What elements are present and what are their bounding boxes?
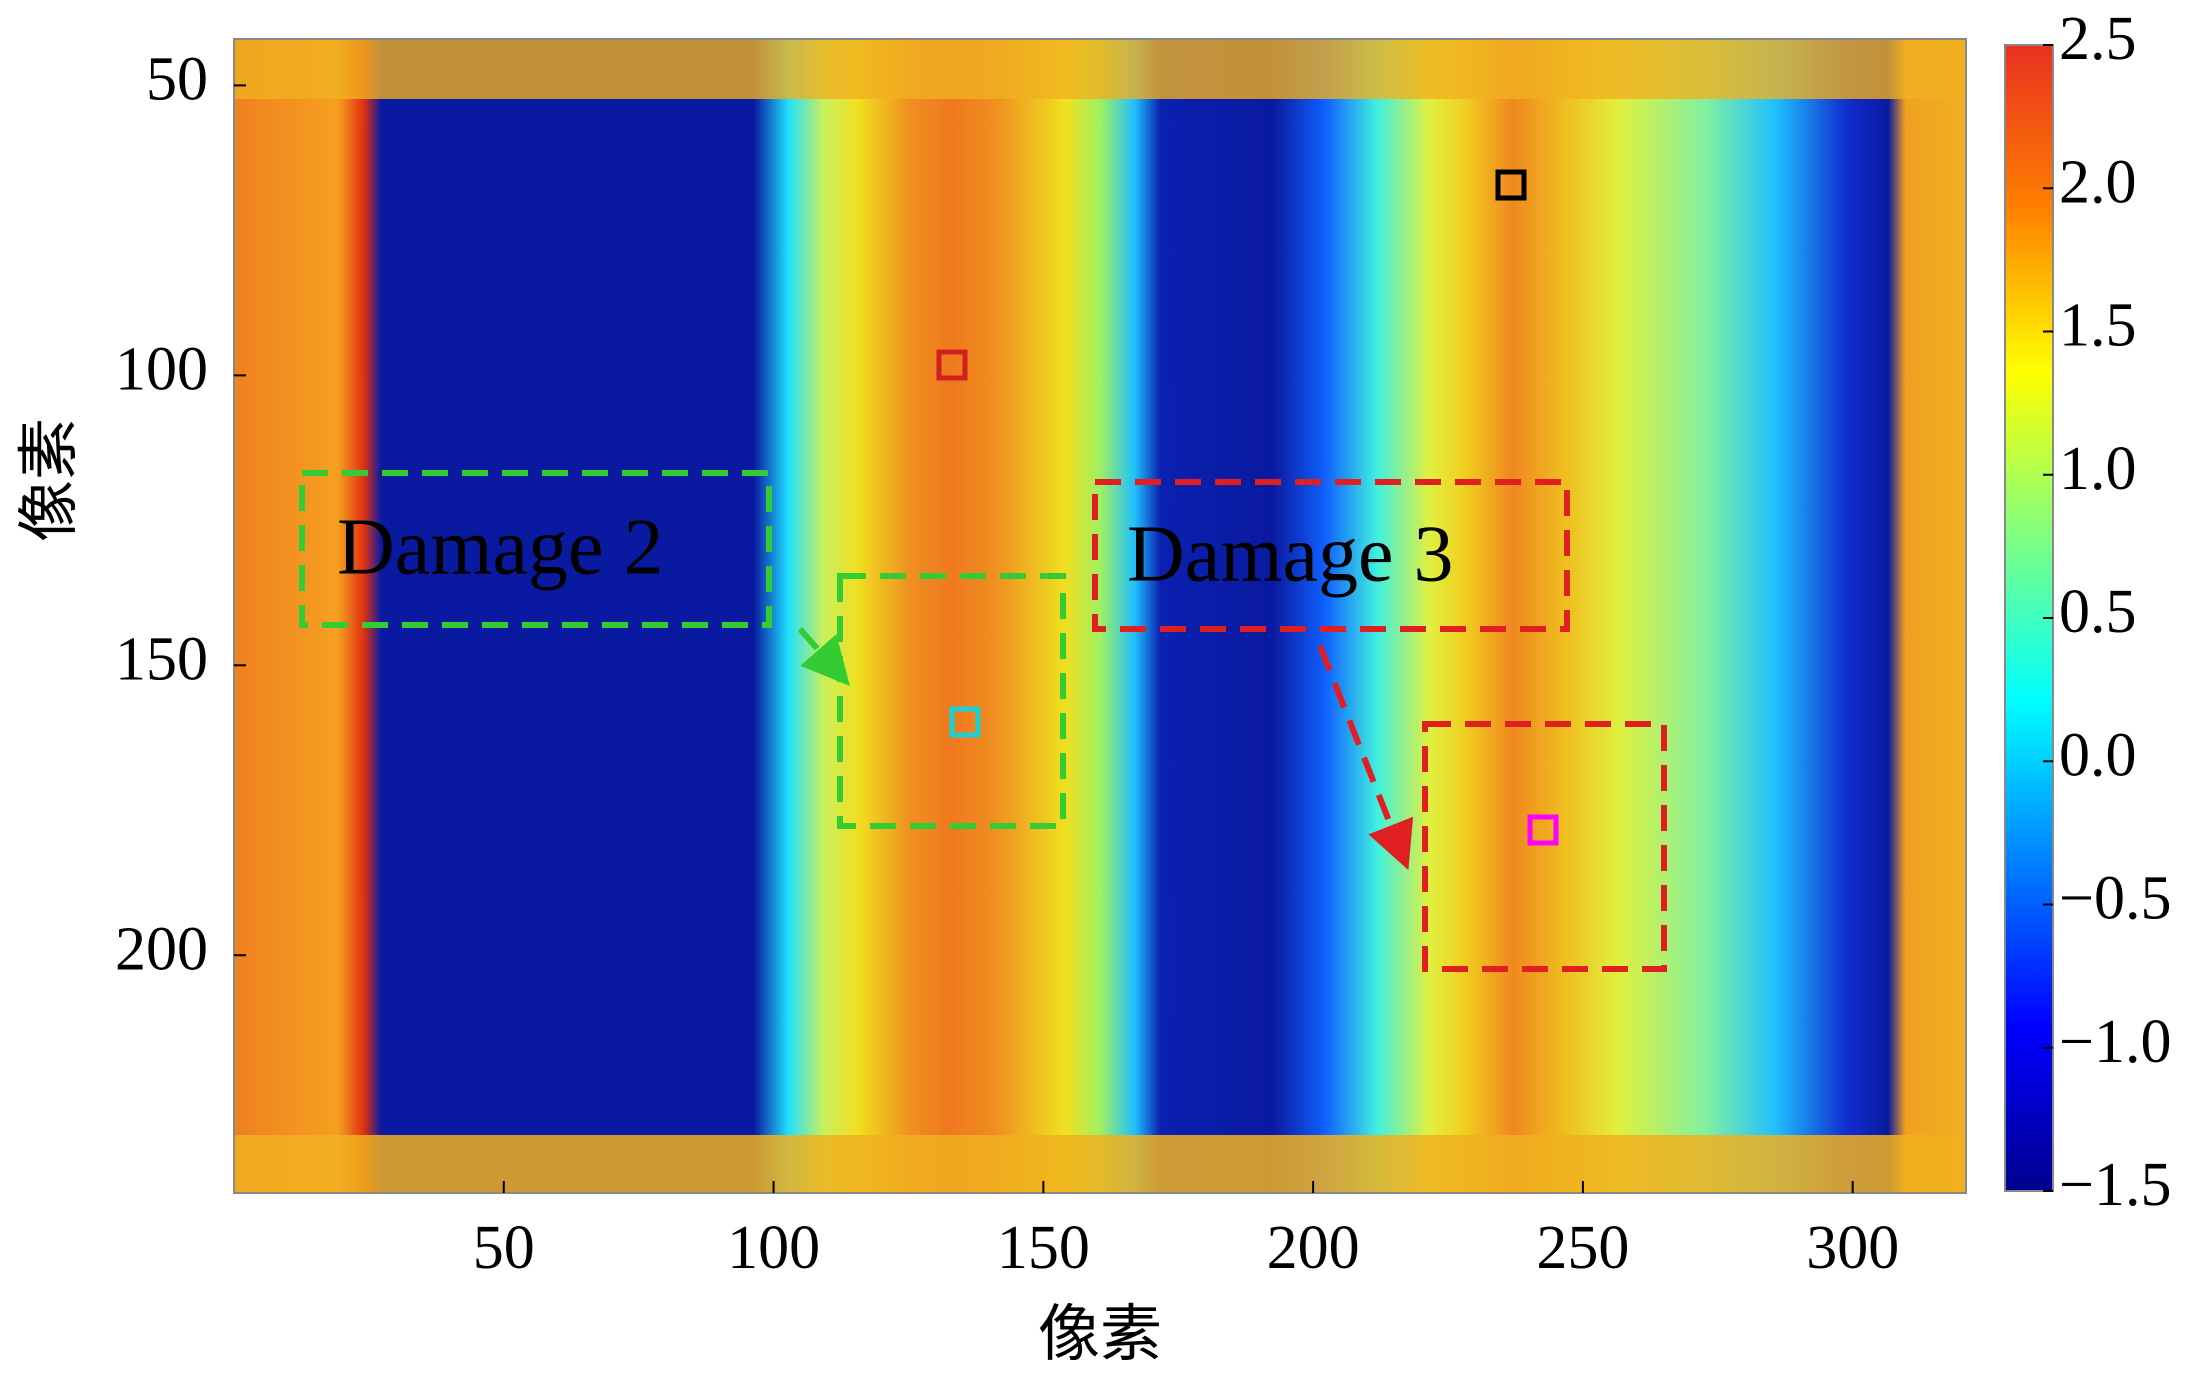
annotation-box [299,470,772,628]
heatmap-edge [234,1135,1966,1193]
heatmap [233,38,1967,1194]
colorbar-tick-label: 0.0 [2059,721,2137,789]
annotation-box [837,573,1066,829]
annotation-label: Damage 2 [337,503,664,591]
y-axis-label: 像素 [16,418,84,542]
point-marker [1527,814,1559,846]
x-axis-label: 像素 [1038,1301,1162,1369]
x-tick-label: 50 [473,1214,535,1282]
heatmap-edge [234,39,1966,99]
x-tick-label: 250 [1536,1214,1629,1282]
colorbar-tick-label: 1.0 [2059,435,2137,503]
x-tick-label: 300 [1806,1214,1899,1282]
point-marker [1495,169,1527,201]
annotation-box [1092,479,1570,632]
annotations [299,470,1667,972]
y-tick-label: 200 [115,915,208,983]
annotation-label: Damage 3 [1127,510,1454,598]
x-tick-label: 100 [727,1214,820,1282]
y-tick-label: 100 [115,336,208,404]
colorbar-tick-label: −1.5 [2059,1151,2171,1219]
plot-frame [233,38,1967,1194]
point-marker [949,706,981,738]
colorbar-tick-label: 2.0 [2059,148,2137,216]
colorbar-tick-label: −1.0 [2059,1008,2171,1076]
x-tick-label: 150 [997,1214,1090,1282]
colorbar-tick-label: 2.5 [2059,5,2137,73]
y-tick-label: 50 [146,46,208,114]
annotation-box [1422,721,1667,972]
colorbar-tick-label: −0.5 [2059,865,2171,933]
y-tick-label: 150 [115,626,208,694]
colorbar-tick-label: 1.5 [2059,292,2137,360]
point-marker [936,349,968,381]
x-tick-label: 200 [1267,1214,1360,1282]
annotation-arrow [797,627,850,687]
colorbar-tick-label: 0.5 [2059,578,2137,646]
points [936,169,1559,846]
heatmap-field [234,39,1966,1193]
